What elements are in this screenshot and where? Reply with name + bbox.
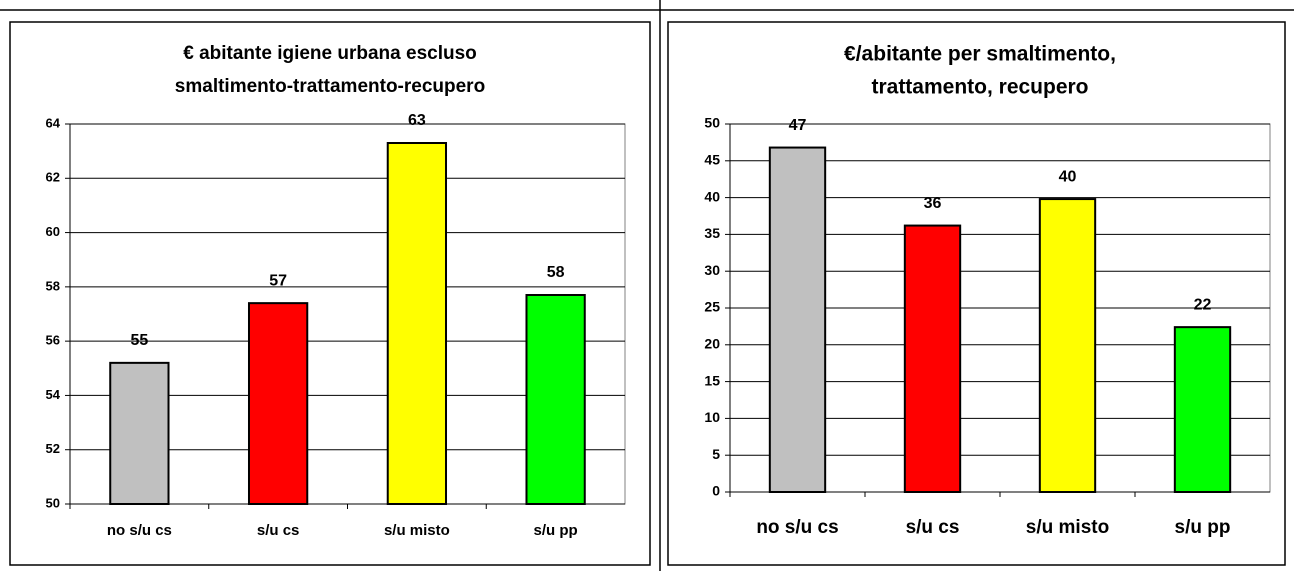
value-label: 40 [1059, 168, 1077, 185]
y-tick-label: 56 [46, 333, 60, 348]
y-tick-label: 15 [704, 372, 720, 388]
bar [109, 361, 170, 505]
y-tick-label: 62 [46, 170, 60, 185]
y-tick-label: 35 [704, 225, 720, 241]
bar [1038, 198, 1097, 494]
y-tick-label: 30 [704, 262, 720, 278]
y-tick-label: 50 [704, 115, 720, 131]
bar [525, 294, 586, 505]
bar [1173, 326, 1232, 493]
x-tick-label: s/u pp [1175, 517, 1231, 538]
chart-title: smaltimento-trattamento-recupero [175, 76, 485, 97]
x-tick-label: s/u pp [534, 522, 578, 539]
y-tick-label: 58 [46, 278, 60, 293]
value-label: 55 [130, 332, 148, 349]
value-label: 22 [1194, 296, 1212, 313]
x-tick-label: s/u cs [257, 522, 300, 539]
value-label: 47 [789, 117, 807, 134]
value-label: 57 [269, 272, 287, 289]
y-tick-label: 10 [704, 409, 720, 425]
x-tick-label: s/u misto [1026, 517, 1109, 538]
x-tick-label: no s/u cs [107, 522, 172, 539]
x-tick-label: no s/u cs [756, 517, 838, 538]
bar [903, 224, 962, 493]
bar [768, 146, 827, 493]
y-tick-label: 52 [46, 441, 60, 456]
y-tick-label: 45 [704, 152, 720, 168]
chart-title: trattamento, recupero [871, 76, 1088, 99]
chart-title: € abitante igiene urbana escluso [183, 43, 477, 64]
y-tick-label: 20 [704, 336, 720, 352]
y-tick-label: 60 [46, 224, 60, 239]
y-tick-label: 54 [46, 387, 61, 402]
bar [247, 302, 309, 505]
y-tick-label: 64 [46, 115, 61, 130]
y-tick-label: 0 [712, 483, 720, 499]
y-tick-label: 40 [704, 188, 720, 204]
y-tick-label: 25 [704, 299, 720, 315]
bar [386, 142, 448, 505]
value-label: 58 [547, 264, 565, 281]
x-tick-label: s/u cs [906, 517, 960, 538]
x-tick-label: s/u misto [384, 522, 450, 539]
value-label: 36 [924, 195, 942, 212]
value-label: 63 [408, 112, 426, 129]
y-tick-label: 50 [46, 495, 60, 510]
y-tick-label: 5 [712, 446, 720, 462]
chart-title: €/abitante per smaltimento, [844, 43, 1116, 66]
